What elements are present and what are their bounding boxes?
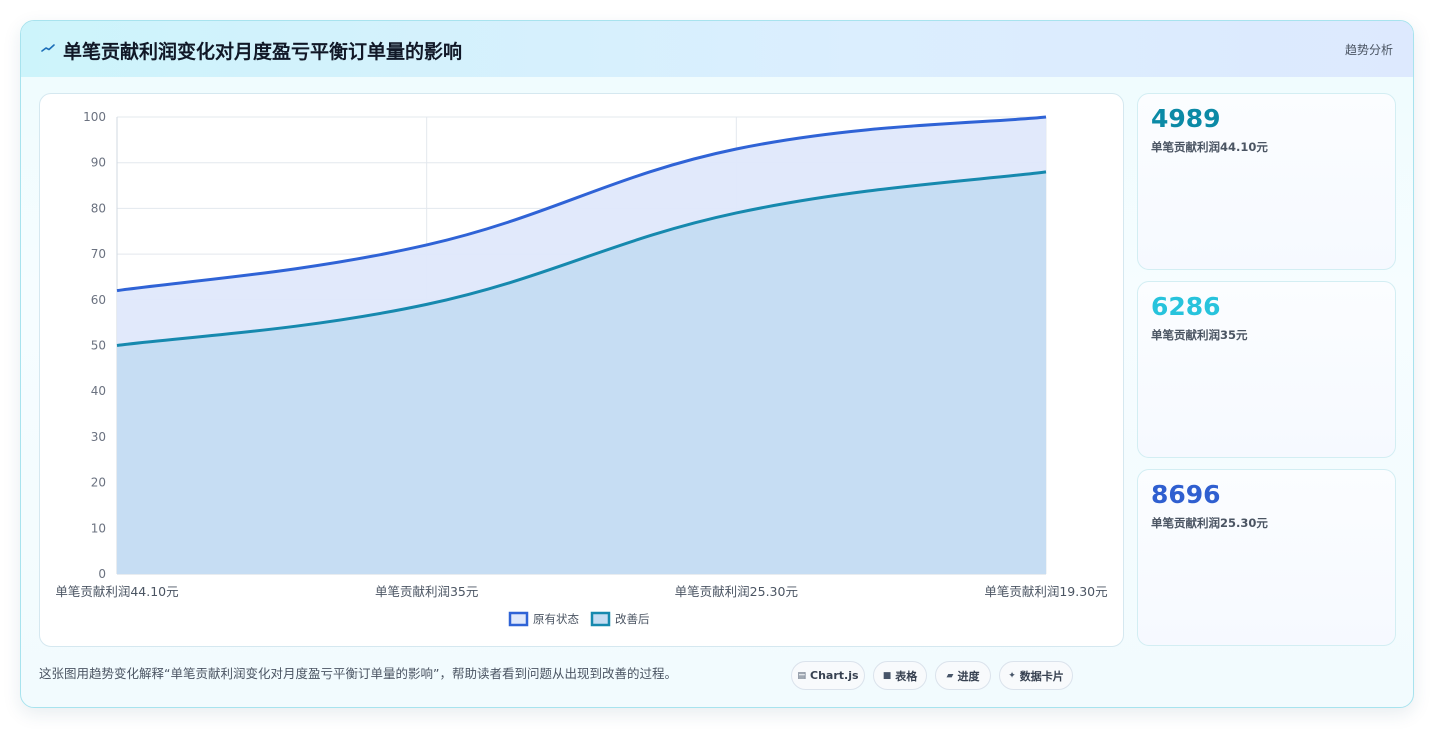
y-tick-label: 20 [91,476,106,490]
series-line-1 [116,115,1047,293]
stat-card-1: 4989 单笔贡献利润44.10元 [1137,93,1396,270]
legend-swatch [508,611,529,627]
sparkle-icon: ✦ [1008,670,1016,681]
stat-value: 6286 [1151,292,1221,321]
y-tick-label: 30 [91,430,106,444]
y-tick-label: 80 [91,201,106,215]
tag-data-cards[interactable]: ✦ 数据卡片 [999,661,1073,690]
area-fill-series-2 [117,171,1046,574]
x-tick-label: 单笔贡献利润25.30元 [675,584,798,599]
progress-icon: ▰ [946,670,954,681]
series-line-2 [116,170,1047,347]
chart-caption: 这张图用趋势变化解释“单笔贡献利润变化对月度盈亏平衡订单量的影响”，帮助读者看到… [39,666,677,681]
x-tick-label: 单笔贡献利润19.30元 [984,584,1107,599]
stat-value: 8696 [1151,480,1221,509]
y-tick-label: 50 [91,339,106,353]
tag-label: 数据卡片 [1019,669,1064,683]
legend-label: 改善后 [615,612,650,626]
tag-label: 表格 [895,669,918,683]
table-icon: ■ [882,670,892,681]
tag-progress[interactable]: ▰ 进度 [935,661,991,690]
trend-line-icon [41,44,55,52]
tag-label: Chart.js [810,669,859,682]
legend-label: 原有状态 [533,612,579,626]
chart-icon: ▤ [797,670,806,681]
tag-label: 进度 [957,669,980,683]
stat-value: 4989 [1151,104,1221,133]
dashboard-card: 单笔贡献利润变化对月度盈亏平衡订单量的影响 趋势分析 0 10 20 30 40 50 60… [20,20,1414,708]
page-title: 单笔贡献利润变化对月度盈亏平衡订单量的影响 [63,41,463,63]
trend-analysis-label: 趋势分析 [1344,43,1393,57]
stat-card-2: 6286 单笔贡献利润35元 [1137,281,1396,458]
stat-label: 单笔贡献利润44.10元 [1151,140,1268,154]
stat-card-3: 8696 单笔贡献利润25.30元 [1137,469,1396,646]
card-header: 单笔贡献利润变化对月度盈亏平衡订单量的影响 趋势分析 [21,21,1413,77]
stat-label: 单笔贡献利润35元 [1151,328,1248,342]
y-tick-label: 60 [91,293,106,307]
y-tick-label: 40 [91,384,106,398]
y-tick-label: 100 [83,110,106,124]
tag-table[interactable]: ■ 表格 [873,661,927,690]
x-tick-label: 单笔贡献利润35元 [375,584,478,599]
x-tick-label: 单笔贡献利润44.10元 [55,584,178,599]
chart-panel: 0 10 20 30 40 50 60 70 80 90 100 单笔贡献利润44.10元 单笔贡献利润… [39,93,1124,647]
y-tick-label: 0 [98,567,106,581]
y-tick-label: 90 [91,156,106,170]
tag-chartjs[interactable]: ▤ Chart.js [791,661,865,690]
y-tick-label: 70 [91,247,106,261]
area-chart: 0 10 20 30 40 50 60 70 80 90 100 单笔贡献利润44.10元 单笔贡献利润… [55,110,1108,627]
legend-swatch [590,611,611,627]
stat-label: 单笔贡献利润25.30元 [1151,516,1268,530]
y-tick-label: 10 [91,521,106,535]
